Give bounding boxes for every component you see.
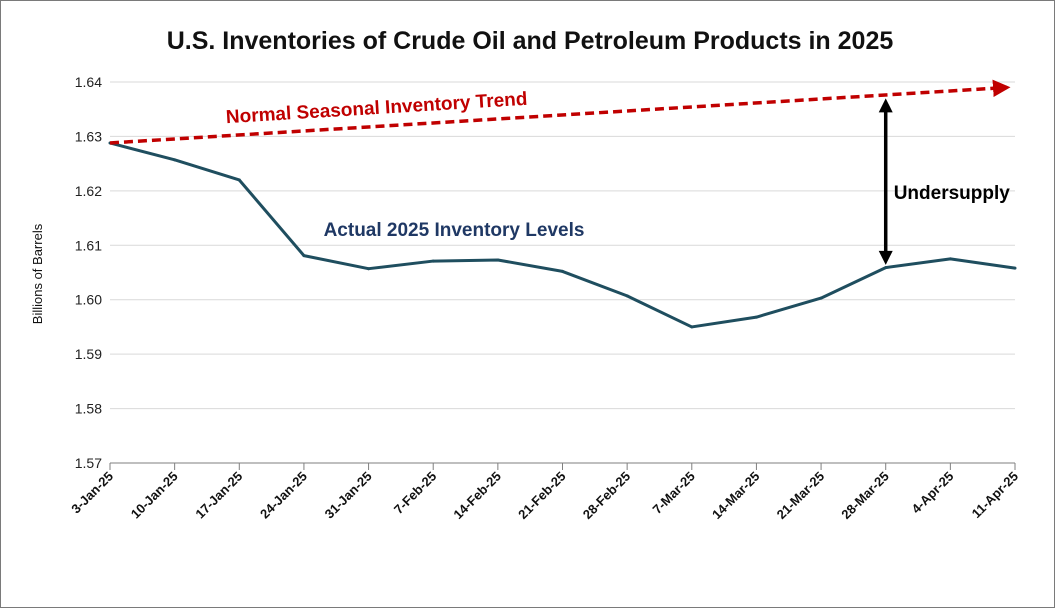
data-point [302, 254, 306, 258]
y-tick-label: 1.59 [75, 346, 102, 362]
x-tick-label: 21-Mar-25 [774, 469, 828, 523]
data-point [367, 267, 371, 271]
y-axis-label: Billions of Barrels [30, 223, 45, 324]
x-tick-label: 7-Feb-25 [391, 469, 439, 517]
trend-arrow [109, 79, 1011, 145]
y-tick-label: 1.64 [75, 74, 102, 90]
data-point [754, 315, 758, 319]
y-tick-label: 1.60 [75, 292, 102, 308]
x-tick-label: 14-Feb-25 [450, 469, 504, 523]
y-tick-label: 1.62 [75, 183, 102, 199]
x-tick-label: 17-Jan-25 [192, 469, 245, 522]
data-point [690, 325, 694, 329]
data-point [496, 258, 500, 262]
data-point [1013, 266, 1017, 270]
x-tick-label: 24-Jan-25 [257, 469, 310, 522]
y-tick-label: 1.63 [75, 128, 102, 144]
x-tick-label: 4-Apr-25 [909, 469, 957, 517]
x-tick-label: 31-Jan-25 [322, 469, 375, 522]
x-tick-label: 10-Jan-25 [128, 469, 181, 522]
trend-label: Normal Seasonal Inventory Trend [225, 89, 528, 128]
x-tick-label: 3-Jan-25 [68, 469, 116, 517]
undersupply-arrow-up [878, 98, 893, 113]
data-point [884, 266, 888, 270]
y-tick-label: 1.61 [75, 237, 102, 253]
x-tick-label: 14-Mar-25 [709, 469, 763, 523]
x-tick-label: 7-Mar-25 [649, 469, 697, 517]
data-point [237, 178, 241, 182]
undersupply-label: Undersupply [894, 183, 1011, 204]
data-point [948, 257, 952, 261]
data-point [819, 296, 823, 300]
x-tick-label: 11-Apr-25 [969, 469, 1022, 522]
undersupply-arrow-down [878, 250, 893, 265]
x-tick-label: 28-Mar-25 [838, 469, 892, 523]
x-tick-label: 21-Feb-25 [515, 469, 569, 523]
x-tick-label: 28-Feb-25 [580, 469, 634, 523]
actual-label: Actual 2025 Inventory Levels [324, 220, 585, 241]
y-tick-label: 1.57 [75, 455, 102, 471]
data-point [173, 158, 177, 162]
data-point [625, 294, 629, 298]
data-point [561, 269, 564, 273]
data-point [431, 259, 435, 263]
chart-title: U.S. Inventories of Crude Oil and Petrol… [167, 27, 894, 55]
y-tick-label: 1.58 [75, 401, 102, 417]
